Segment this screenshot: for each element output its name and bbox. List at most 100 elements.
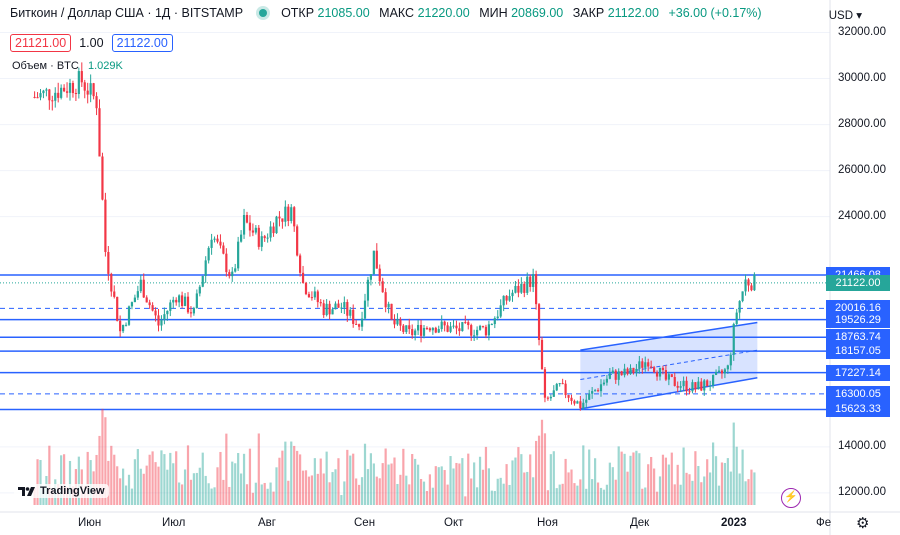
candle-body — [641, 361, 644, 368]
candle-body — [558, 383, 561, 385]
candle-body — [39, 93, 42, 98]
candle-body — [402, 325, 405, 332]
price-level-tag[interactable]: 19526.29 — [826, 311, 890, 328]
volume-bar — [717, 485, 721, 505]
price-level-tag[interactable]: 21122.00 — [826, 274, 890, 291]
candle-body — [502, 295, 505, 306]
candle-body — [470, 325, 473, 336]
volume-bar — [248, 448, 252, 505]
time-tick-label: Сен — [354, 517, 376, 529]
volume-bar — [706, 459, 709, 505]
candle-body — [738, 301, 741, 313]
candle-body — [296, 226, 299, 256]
candle-body — [411, 329, 414, 336]
candle-body — [104, 199, 107, 252]
volume-bar — [242, 453, 246, 505]
symbol-title[interactable]: Биткоин / Доллар США · 1Д · BITSTAMP — [10, 6, 244, 20]
currency-selector[interactable]: USD ▾ — [829, 8, 862, 22]
price-tick-label: 12000.00 — [838, 485, 886, 498]
volume-bar — [414, 458, 417, 505]
volume-bar — [257, 433, 260, 505]
market-status-icon — [259, 9, 268, 17]
volume-bar — [532, 477, 535, 505]
volume-bar — [608, 462, 611, 505]
price-level-tag[interactable]: 17227.14 — [826, 364, 890, 381]
volume-bar — [750, 469, 753, 505]
volume-bar — [186, 445, 190, 505]
candle-body — [517, 285, 520, 293]
candle-body — [564, 383, 567, 396]
candle-body — [520, 283, 523, 293]
candle-body — [664, 370, 667, 380]
volume-bar — [641, 488, 644, 505]
volume-bar — [166, 469, 169, 505]
price-tick-label: 28000.00 — [838, 117, 886, 130]
price-level-tag[interactable]: 18763.74 — [826, 329, 890, 346]
volume-bar — [119, 478, 122, 505]
candle-body — [585, 399, 588, 403]
volume-bar — [210, 488, 213, 505]
volume-bar — [375, 476, 378, 505]
gear-icon[interactable]: ⚙ — [856, 515, 870, 532]
volume-bar — [219, 451, 222, 505]
candle-body — [452, 325, 455, 327]
volume-bar — [650, 456, 653, 505]
volume-bar — [664, 457, 667, 505]
lightning-icon[interactable]: ⚡ — [781, 488, 801, 508]
volume-bar — [523, 472, 526, 505]
candle-body — [658, 367, 662, 377]
bid-button[interactable]: 21121.00 — [10, 34, 72, 52]
volume-bar — [653, 468, 656, 505]
volume-bar — [124, 485, 128, 505]
candle-body — [278, 216, 281, 219]
volume-bar — [638, 453, 641, 505]
volume-bar — [127, 474, 131, 505]
volume-bar — [183, 469, 187, 505]
volume-bar — [428, 474, 431, 505]
volume-bar — [154, 462, 157, 505]
price-level-tag[interactable]: 18157.05 — [826, 343, 890, 360]
candle-body — [284, 206, 287, 222]
volume-bar — [714, 456, 718, 505]
volume-bar — [95, 454, 98, 505]
ask-button[interactable]: 21122.00 — [111, 34, 173, 52]
volume-bar — [301, 470, 305, 505]
volume-bar — [635, 450, 638, 505]
candle-body — [478, 325, 482, 330]
candle-body — [694, 382, 697, 390]
volume-value: 1.029K — [88, 60, 123, 72]
volume-bar — [181, 484, 184, 505]
volume-bar — [543, 433, 547, 505]
price-level-tag[interactable]: 15623.33 — [826, 401, 890, 418]
candle-body — [204, 260, 207, 277]
quote-row: 21121.00 1.00 21122.00 — [10, 34, 173, 52]
candle-body — [425, 327, 429, 329]
volume-bar — [484, 446, 488, 505]
price-level-tag[interactable]: 16300.05 — [826, 385, 890, 402]
candle-body — [60, 87, 63, 98]
candle-body — [511, 292, 514, 297]
candle-body — [679, 386, 682, 388]
price-tick-label: 24000.00 — [838, 209, 886, 222]
candle-body — [543, 369, 547, 398]
volume-bar — [440, 466, 443, 505]
volume-bar — [605, 484, 608, 505]
volume-bar — [116, 466, 119, 505]
volume-bar — [658, 476, 662, 505]
candle-body — [490, 324, 493, 326]
volume-bar — [378, 478, 381, 505]
high-label: МАКС — [379, 6, 415, 20]
candle-body — [254, 227, 257, 233]
volume-bar — [307, 476, 311, 505]
price-tick-label: 14000.00 — [838, 439, 886, 452]
volume-bar — [549, 454, 552, 505]
candle-body — [473, 335, 476, 337]
volume-bar — [505, 464, 508, 505]
tradingview-logo[interactable]: TradingView — [14, 484, 109, 498]
time-tick-label: Дек — [630, 517, 650, 529]
volume-bar — [142, 473, 145, 505]
candle-body — [505, 295, 508, 301]
volume-bar — [139, 468, 142, 505]
